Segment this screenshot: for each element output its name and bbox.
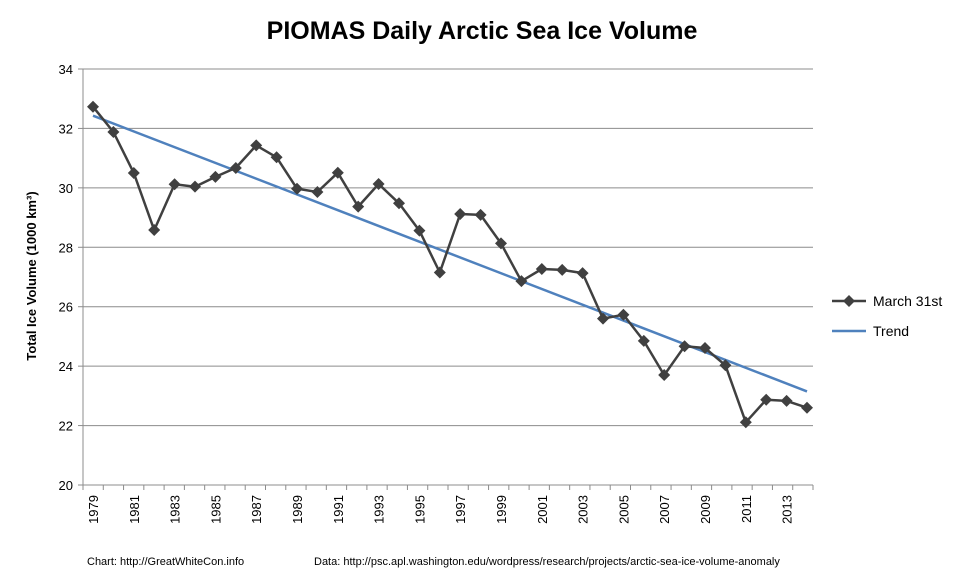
data-point-march-31st <box>270 151 283 164</box>
x-tick-label: 2003 <box>576 495 591 524</box>
x-tick-label: 1985 <box>208 495 223 524</box>
x-tick-label: 1979 <box>86 495 101 524</box>
x-tick-label: 1997 <box>453 495 468 524</box>
data-point-march-31st <box>678 340 691 353</box>
series-line-march-31st <box>92 105 808 424</box>
data-point-march-31st <box>229 161 242 174</box>
y-tick-label: 34 <box>59 62 73 77</box>
data-point-march-31st <box>148 224 161 237</box>
x-tick-label: 1993 <box>372 495 387 524</box>
data-source-credit: Data: http://psc.apl.washington.edu/word… <box>314 556 780 568</box>
data-point-march-31st <box>291 182 303 195</box>
legend-item-trend: Trend <box>832 323 909 339</box>
data-point-march-31st <box>433 266 446 279</box>
x-tick-label: 2005 <box>616 495 631 524</box>
x-tick-label: 1995 <box>412 495 427 524</box>
x-tick-label: 1999 <box>494 495 509 524</box>
x-tick-label: 2007 <box>657 495 672 524</box>
data-point-march-31st <box>189 180 201 193</box>
data-point-march-31st <box>719 359 732 372</box>
data-point-march-31st <box>107 125 120 138</box>
data-point-march-31st <box>168 178 181 191</box>
x-tick-label: 2009 <box>698 495 713 524</box>
data-point-march-31st <box>658 369 671 382</box>
data-point-march-31st <box>617 308 630 321</box>
data-point-march-31st <box>801 401 813 414</box>
y-tick-label: 22 <box>59 419 73 434</box>
y-tick-label: 28 <box>59 240 73 255</box>
data-point-march-31st <box>331 166 344 179</box>
data-point-march-31st <box>311 186 324 199</box>
data-point-march-31st <box>454 208 467 221</box>
x-tick-label: 2011 <box>739 495 754 523</box>
x-tick-label: 1991 <box>331 495 346 524</box>
data-point-march-31st <box>413 224 426 237</box>
y-tick-label: 32 <box>59 121 73 136</box>
data-point-march-31st <box>495 237 507 250</box>
data-point-march-31st <box>352 200 365 213</box>
data-point-march-31st <box>739 416 752 429</box>
chart-source-credit: Chart: http://GreatWhiteCon.info <box>87 556 244 568</box>
data-point-march-31st <box>597 312 609 325</box>
data-point-march-31st <box>699 342 711 355</box>
y-tick-label: 26 <box>59 300 73 315</box>
data-point-march-31st <box>209 170 222 183</box>
data-point-march-31st <box>127 167 140 179</box>
data-point-march-31st <box>535 262 548 275</box>
x-tick-label: 1987 <box>249 495 264 524</box>
x-axis-ticks: 1979 1981 1983 1985 1987 1989 1991 1993 1995 1997… <box>82 485 814 524</box>
data-point-march-31st <box>372 177 385 190</box>
plot-area <box>87 100 813 429</box>
x-tick-label: 1983 <box>168 495 183 524</box>
series-line-trend <box>92 114 808 393</box>
x-tick-label: 2013 <box>780 495 795 524</box>
data-point-march-31st <box>474 208 487 221</box>
legend-marker-diamond-icon <box>843 295 855 307</box>
y-tick-label: 24 <box>59 359 73 374</box>
y-axis-label: Total Ice Volume (1000 km³) <box>24 191 39 360</box>
data-point-march-31st <box>637 334 650 347</box>
x-tick-label: 2001 <box>535 495 550 524</box>
legend-item-march-31st: March 31st <box>832 293 942 309</box>
chart-title: PIOMAS Daily Arctic Sea Ice Volume <box>267 17 698 45</box>
data-point-march-31st <box>393 197 405 210</box>
legend: March 31st Trend <box>832 293 942 339</box>
data-point-march-31st <box>576 267 589 280</box>
data-point-march-31st <box>780 394 793 407</box>
x-tick-label: 1981 <box>127 495 142 524</box>
data-point-march-31st <box>515 275 528 288</box>
data-point-march-31st <box>556 263 569 276</box>
axes <box>82 69 813 486</box>
data-point-march-31st <box>87 100 99 113</box>
x-tick-label: 1989 <box>290 495 305 524</box>
data-point-march-31st <box>250 139 263 152</box>
y-axis-ticks: 20 22 24 26 28 30 32 34 <box>59 62 83 493</box>
data-point-march-31st <box>760 393 773 406</box>
grid <box>83 68 813 427</box>
y-tick-label: 30 <box>59 181 73 196</box>
legend-label-trend: Trend <box>873 323 909 339</box>
legend-label-march-31st: March 31st <box>873 293 942 309</box>
y-tick-label: 20 <box>59 478 73 493</box>
